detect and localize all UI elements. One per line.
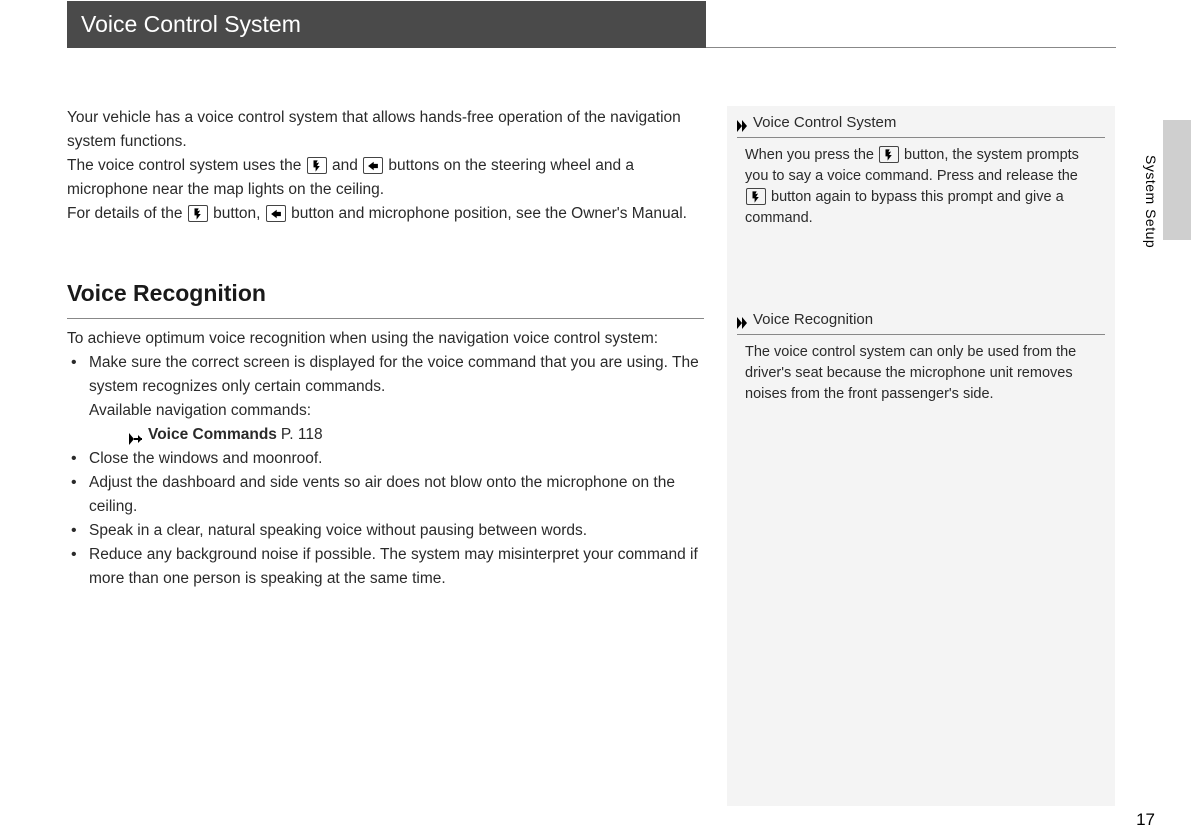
section-underline: [67, 318, 704, 319]
section-intro: To achieve optimum voice recognition whe…: [67, 327, 704, 351]
bullet-0-text: Make sure the correct screen is displaye…: [89, 354, 699, 395]
main-column: Your vehicle has a voice control system …: [67, 106, 704, 806]
bullet-0-line2: Available navigation commands:: [89, 402, 311, 419]
sidebar-title-1: Voice Control System: [753, 112, 896, 134]
intro-1c-pre: For details of the: [67, 205, 187, 222]
sidebar-section-2: Voice Recognition The voice control syst…: [727, 303, 1115, 415]
reference-page: P. 118: [281, 423, 323, 447]
intro-paragraph-1: Your vehicle has a voice control system …: [67, 106, 704, 226]
sidebar-title-2: Voice Recognition: [753, 309, 873, 331]
talk-icon: [188, 205, 208, 222]
thumb-tab: [1163, 120, 1191, 240]
section-heading-voice-recognition: Voice Recognition: [67, 276, 704, 312]
bullet-item-3: Speak in a clear, natural speaking voice…: [67, 519, 704, 543]
s1-mid2: button again to bypass this prompt and g…: [745, 189, 1064, 226]
talk-icon: [879, 146, 899, 163]
sidebar-column: Voice Control System When you press the …: [727, 106, 1115, 806]
double-chevron-icon: [737, 117, 750, 129]
intro-1a: Your vehicle has a voice control system …: [67, 109, 681, 150]
s1-pre: When you press the: [745, 147, 878, 163]
talk-icon: [746, 188, 766, 205]
page-title-text: Voice Control System: [81, 11, 301, 37]
intro-1b-pre: The voice control system uses the: [67, 157, 306, 174]
intro-1c-mid: button,: [209, 205, 265, 222]
content-row: Your vehicle has a voice control system …: [67, 106, 1191, 806]
double-chevron-icon: [737, 314, 750, 326]
reference-arrow-icon: [129, 429, 142, 441]
page-title-bar: Voice Control System: [67, 1, 706, 48]
cross-reference: Voice Commands P. 118: [89, 423, 704, 447]
talk-icon: [307, 157, 327, 174]
page-number: 17: [1136, 810, 1155, 830]
back-icon: [363, 157, 383, 174]
bullet-list: Make sure the correct screen is displaye…: [67, 351, 704, 591]
reference-label: Voice Commands: [148, 423, 277, 447]
sidebar-body-2: The voice control system can only be use…: [737, 342, 1105, 405]
section-label-vertical: System Setup: [1143, 155, 1159, 248]
bullet-item-4: Reduce any background noise if possible.…: [67, 543, 704, 591]
sidebar-heading-2: Voice Recognition: [737, 309, 1105, 335]
sidebar-heading-1: Voice Control System: [737, 112, 1105, 138]
page: Voice Control System Your vehicle has a …: [0, 0, 1191, 840]
sidebar-body-1: When you press the button, the system pr…: [737, 145, 1105, 229]
bullet-item-1: Close the windows and moonroof.: [67, 447, 704, 471]
bullet-item-2: Adjust the dashboard and side vents so a…: [67, 471, 704, 519]
intro-1c-post: button and microphone position, see the …: [287, 205, 687, 222]
bullet-item-0: Make sure the correct screen is displaye…: [67, 351, 704, 447]
back-icon: [266, 205, 286, 222]
sidebar-section-1: Voice Control System When you press the …: [727, 106, 1115, 239]
intro-1b-mid: and: [328, 157, 362, 174]
